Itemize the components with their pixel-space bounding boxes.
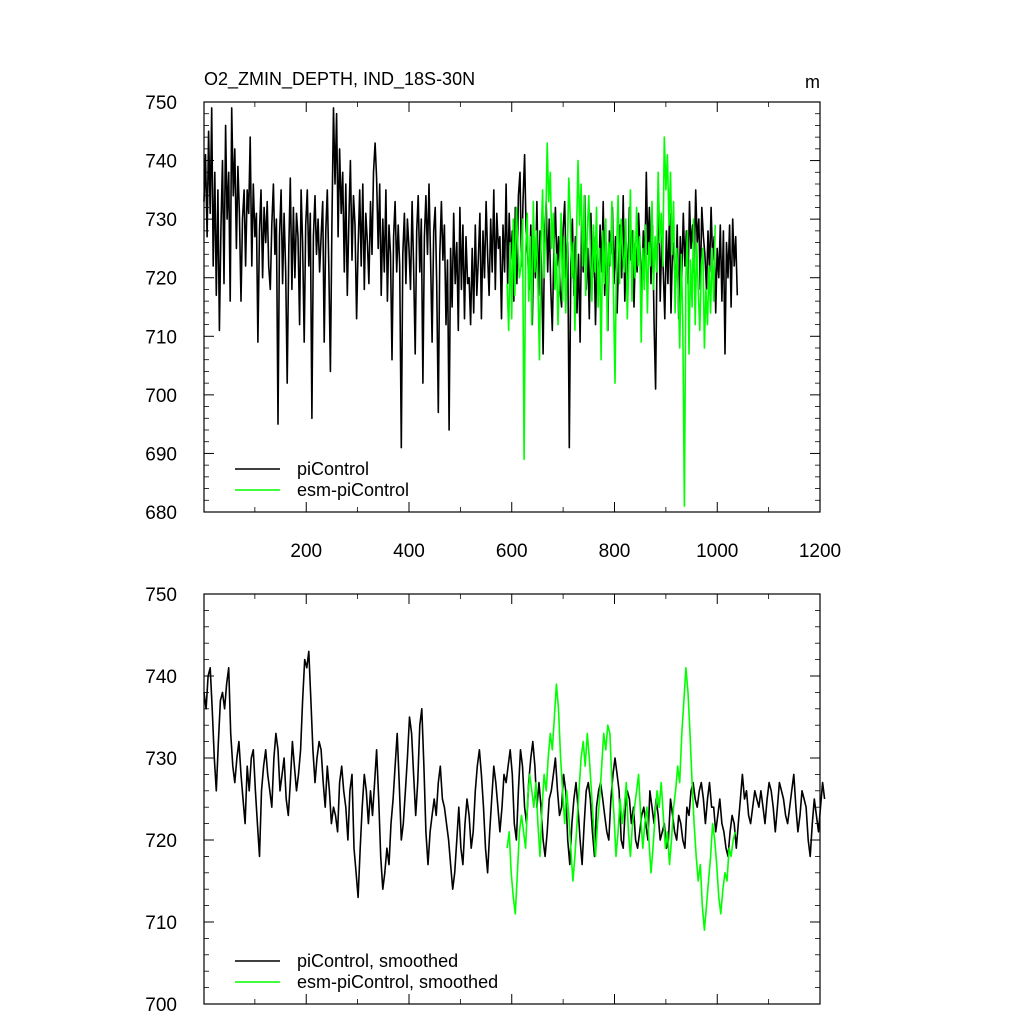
units-label: m [805,72,820,92]
x-tick-label: 800 [599,541,631,562]
y-tick-label: 730 [145,749,177,770]
y-tick-label: 690 [145,444,177,465]
y-tick-label: 750 [145,93,177,114]
series-line-picontrol [203,107,739,449]
x-tick-label: 200 [290,541,322,562]
bottom-plot-frame [203,593,821,1005]
y-tick-label: 700 [145,995,177,1016]
legend-label: piControl [297,459,369,479]
y-tick-label: 740 [145,152,177,173]
y-tick-label: 710 [145,913,177,934]
x-tick-label: 400 [393,541,425,562]
y-tick-label: 730 [145,210,177,231]
x-tick-label: 1200 [799,541,841,562]
bottom-series-group [203,650,826,932]
legend-label: esm-piControl [297,480,409,500]
y-tick-label: 720 [145,831,177,852]
chart-title: O2_ZMIN_DEPTH, IND_18S-30N [204,69,475,90]
top-panel: O2_ZMIN_DEPTH, IND_18S-30N m 680 690 700 71… [145,69,841,562]
legend-label: esm-piControl, smoothed [297,972,498,992]
series-line-esm-picontrol [506,666,736,932]
y-tick-label: 750 [145,585,177,606]
legend-label: piControl, smoothed [297,951,458,971]
top-series-group [203,107,739,507]
x-tick-label: 1000 [696,541,738,562]
bottom-panel: 700 710 720 730 740 750 piControl, smoothedes… [145,585,826,1016]
top-axes: 680 690 700 710 720 730 740 750 200 400 600 800 1000… [145,93,841,562]
y-tick-label: 720 [145,269,177,290]
y-tick-label: 740 [145,667,177,688]
series-line-picontrol [203,650,826,899]
y-tick-label: 710 [145,327,177,348]
series-line-esm-picontrol [506,136,716,507]
y-tick-label: 700 [145,386,177,407]
y-tick-label: 680 [145,503,177,524]
bottom-axes: 700 710 720 730 740 750 [145,585,821,1016]
x-tick-label: 600 [496,541,528,562]
